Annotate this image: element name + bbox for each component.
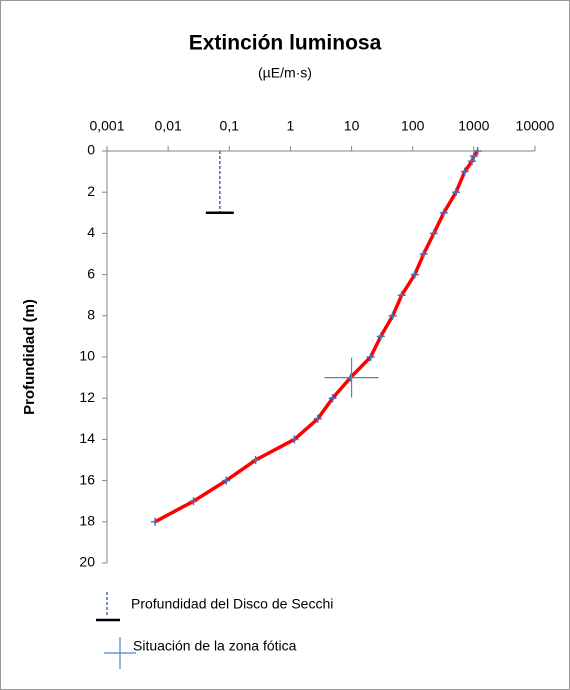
profile-point <box>251 456 260 464</box>
profile-point <box>419 250 428 258</box>
photic-marker <box>324 357 379 398</box>
y-axis-label: Profundidad (m) <box>21 299 38 415</box>
y-tick-label: 0 <box>87 142 95 158</box>
x-tick-label: 0,1 <box>220 118 240 134</box>
y-tick-label: 10 <box>79 348 95 364</box>
profile-point <box>313 414 322 423</box>
x-tick-label: 0,01 <box>155 118 182 134</box>
profile-point <box>151 517 160 526</box>
profile-point <box>290 435 299 444</box>
profile-point <box>410 270 419 279</box>
y-tick-label: 18 <box>79 513 95 529</box>
profile-point <box>376 332 385 341</box>
chart-title: Extinción luminosa <box>189 32 382 55</box>
profile-point <box>467 157 476 166</box>
y-tick-label: 16 <box>79 471 95 487</box>
x-tick-label: 0,001 <box>89 118 124 134</box>
legend-label: Profundidad del Disco de Secchi <box>131 596 333 612</box>
profile-point <box>397 291 406 300</box>
x-tick-label: 100 <box>401 118 425 134</box>
profile-point <box>460 167 469 176</box>
x-tick-label: 10 <box>344 118 360 134</box>
y-tick-label: 8 <box>87 307 95 323</box>
y-tick-label: 6 <box>87 265 95 281</box>
x-tick-label: 1000 <box>458 118 489 134</box>
profile-point <box>451 188 460 197</box>
legend-item: Situación de la zona fótica <box>104 637 297 669</box>
y-tick-label: 2 <box>87 183 95 199</box>
profile-point <box>439 208 448 217</box>
profile-point <box>366 353 375 361</box>
profile-point <box>328 394 337 403</box>
y-tick-label: 4 <box>87 224 95 240</box>
y-tick-label: 20 <box>79 554 95 570</box>
profile-point <box>189 497 198 506</box>
profile-point <box>429 229 438 238</box>
y-tick-label: 12 <box>79 389 95 405</box>
profile-point <box>388 311 397 320</box>
x-tick-label: 10000 <box>516 118 555 134</box>
x-tick-label: 1 <box>287 118 295 134</box>
legend-label: Situación de la zona fótica <box>133 638 297 654</box>
y-tick-label: 14 <box>79 430 95 446</box>
legend-item: Profundidad del Disco de Secchi <box>96 592 333 622</box>
profile-point <box>473 147 482 155</box>
chart-subtitle: (µE/m·s) <box>258 65 312 81</box>
profile-point <box>222 476 231 485</box>
profile-point <box>469 152 478 161</box>
